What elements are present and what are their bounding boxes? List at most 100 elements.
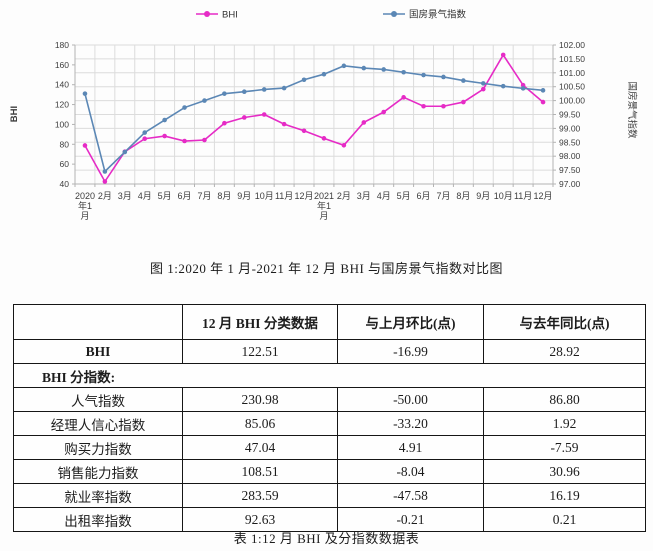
row-value: -0.21 [337, 507, 484, 532]
data-point [381, 109, 387, 115]
left-axis-title: BHI [9, 106, 20, 122]
svg-text:2月: 2月 [98, 191, 112, 201]
data-point [261, 87, 267, 92]
data-point [421, 72, 426, 78]
svg-text:120: 120 [55, 100, 69, 110]
svg-text:98.50: 98.50 [559, 137, 581, 147]
row-value: 30.96 [483, 459, 646, 484]
svg-text:5月: 5月 [397, 191, 411, 201]
table-row: 出租率指数 92.63 -0.21 0.21 [13, 507, 646, 532]
data-point [102, 179, 108, 184]
row-value: 28.92 [483, 339, 646, 364]
data-point [341, 63, 347, 69]
data-point [162, 117, 167, 123]
svg-text:99.50: 99.50 [559, 110, 581, 120]
table-header-row: 12 月 BHI 分类数据 与上月环比(点) 与去年同比(点) [13, 304, 646, 340]
row-value: -50.00 [337, 387, 484, 412]
row-value: -47.58 [337, 483, 484, 508]
row-label: BHI [13, 339, 183, 364]
svg-text:80: 80 [60, 139, 70, 149]
svg-text:100.50: 100.50 [559, 82, 585, 92]
data-point [122, 149, 128, 155]
svg-text:8月: 8月 [456, 191, 470, 201]
svg-text:10月: 10月 [255, 191, 274, 201]
table-row: 购买力指数 47.04 4.91 -7.59 [13, 435, 646, 460]
legend-item-climate-index: 国房景气指数 [383, 9, 467, 21]
data-point [241, 89, 247, 95]
svg-text:3月: 3月 [357, 191, 371, 201]
table-caption: 表 1:12 月 BHI 及分指数数据表 [233, 531, 420, 546]
table-row: 人气指数 230.98 -50.00 86.80 [13, 387, 646, 412]
svg-text:10月: 10月 [494, 191, 513, 201]
data-point [441, 103, 446, 109]
legend-marker-icon [391, 11, 397, 17]
data-point [520, 82, 526, 88]
series-climate-index [82, 63, 546, 174]
gridlines [75, 44, 553, 184]
svg-text:140: 140 [55, 80, 69, 90]
data-point [222, 120, 227, 126]
section-row-label: BHI 分指数: [13, 363, 646, 388]
table-row: BHI 分指数: [13, 363, 646, 388]
data-point [102, 169, 108, 174]
svg-text:40: 40 [60, 179, 70, 189]
table-row: 就业率指数 283.59 -47.58 16.19 [13, 483, 646, 508]
row-label: 经理人信心指数 [13, 411, 183, 436]
data-point [202, 137, 207, 143]
row-value: -33.20 [337, 411, 484, 436]
bhi-vs-climate-index-chart: 40 60 80 100 120 140 160 180 97.00 97.50 98.00 98.5… [9, 9, 638, 222]
svg-text:3月: 3月 [118, 191, 132, 201]
data-point [500, 52, 506, 58]
data-point [540, 99, 546, 105]
table-row: BHI 122.51 -16.99 28.92 [13, 339, 646, 364]
svg-text:11月: 11月 [514, 191, 532, 201]
svg-text:4月: 4月 [138, 191, 152, 201]
svg-text:100: 100 [55, 119, 69, 129]
svg-text:101.00: 101.00 [559, 68, 585, 78]
data-point [341, 142, 347, 148]
svg-text:98.00: 98.00 [559, 151, 581, 161]
left-axis-tick-labels: 40 60 80 100 120 140 160 180 [55, 40, 69, 189]
data-point [142, 130, 148, 135]
data-point [441, 74, 446, 80]
data-point [182, 138, 187, 144]
row-label: 出租率指数 [13, 507, 183, 532]
row-value: -8.04 [337, 459, 484, 484]
row-value: 85.06 [182, 411, 338, 436]
data-point [480, 86, 486, 92]
data-point [401, 69, 406, 75]
data-point [361, 120, 367, 125]
svg-text:97.50: 97.50 [559, 165, 581, 175]
row-value: 283.59 [182, 483, 338, 508]
data-point [281, 121, 287, 127]
data-point [222, 91, 227, 96]
row-value: -16.99 [337, 339, 484, 364]
svg-text:9月: 9月 [237, 191, 251, 201]
svg-text:12月: 12月 [534, 191, 553, 201]
row-value: 16.19 [483, 483, 646, 508]
svg-text:9月: 9月 [476, 191, 490, 201]
row-label: 销售能力指数 [13, 459, 183, 484]
legend: BHI 国房景气指数 [196, 9, 467, 21]
row-value: 92.63 [182, 507, 338, 532]
row-label: 就业率指数 [13, 483, 183, 508]
data-point [162, 133, 167, 139]
data-point [82, 91, 88, 96]
svg-text:60: 60 [60, 159, 70, 169]
svg-text:11月: 11月 [275, 191, 293, 201]
data-point [182, 105, 187, 110]
right-axis-title: 国房景气指数 [626, 81, 638, 139]
data-point [321, 136, 327, 141]
row-value: 108.51 [182, 459, 338, 484]
row-value: -7.59 [483, 435, 646, 460]
svg-text:180: 180 [55, 40, 69, 50]
data-point [301, 77, 307, 83]
svg-text:102.00: 102.00 [559, 40, 585, 50]
data-point [500, 83, 506, 89]
data-point [421, 103, 426, 109]
bhi-table-body: BHI 122.51 -16.99 28.92 BHI 分指数: 人气指数 230.98 -5… [13, 339, 646, 532]
data-point [461, 99, 466, 105]
svg-text:8月: 8月 [217, 191, 231, 201]
axis-titles: BHI 国房景气指数 [9, 81, 638, 139]
